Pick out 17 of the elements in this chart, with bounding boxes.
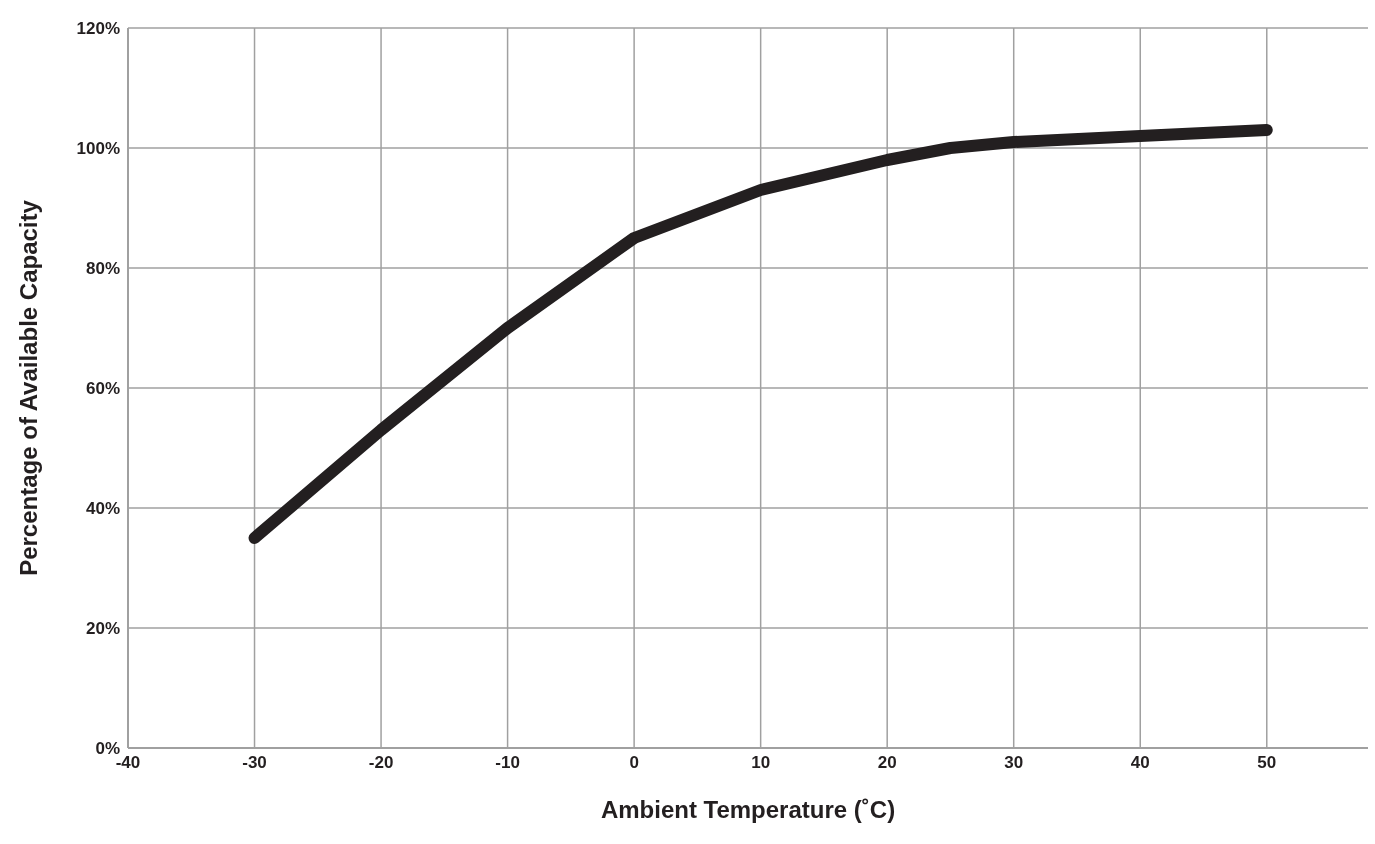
y-tick-label: 20% xyxy=(85,619,120,639)
x-tick-label: 40 xyxy=(1130,753,1150,773)
y-tick-label: 100% xyxy=(76,139,120,159)
y-tick-label: 40% xyxy=(85,499,120,519)
y-tick-label: 80% xyxy=(85,259,120,279)
x-tick-label: 20 xyxy=(877,753,897,773)
x-tick-label: -10 xyxy=(495,753,520,773)
x-tick-label: 50 xyxy=(1257,753,1277,773)
y-tick-label: 60% xyxy=(85,379,120,399)
y-tick-label: 120% xyxy=(76,19,120,39)
x-tick-label: -30 xyxy=(242,753,267,773)
x-tick-label: 10 xyxy=(751,753,771,773)
x-tick-label: 0 xyxy=(629,753,639,773)
y-axis-title: Percentage of Available Capacity xyxy=(14,199,42,576)
x-tick-label: 30 xyxy=(1004,753,1024,773)
x-tick-label: -20 xyxy=(368,753,394,773)
x-axis-title: Ambient Temperature (˚C) xyxy=(600,796,896,823)
